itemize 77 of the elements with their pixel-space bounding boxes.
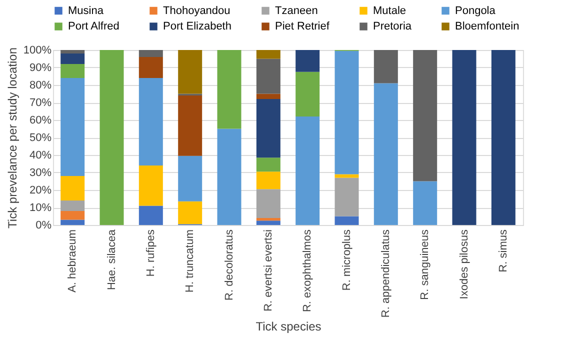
y-tick-label: 70% xyxy=(29,97,52,109)
bar xyxy=(138,206,163,225)
bar xyxy=(178,50,202,94)
y-tick-label: 10% xyxy=(29,202,52,214)
bar xyxy=(60,200,85,211)
bar xyxy=(60,176,85,200)
x-tick-label: R. evertsi evertsi xyxy=(262,230,274,312)
y-tick-label: 90% xyxy=(29,62,52,74)
y-axis-title: Tick prevelance per study location xyxy=(5,48,20,228)
y-tick-label: 40% xyxy=(29,150,52,162)
bar xyxy=(452,50,476,225)
x-tick-label: R. microplus xyxy=(340,229,353,291)
bar xyxy=(334,50,359,174)
bar xyxy=(256,172,280,190)
bar xyxy=(256,99,280,158)
legend-label: Pongola xyxy=(455,4,496,17)
y-tick-label: 60% xyxy=(29,114,52,126)
bar xyxy=(138,78,163,166)
bar xyxy=(413,50,438,182)
bar xyxy=(334,174,359,178)
bar xyxy=(296,50,320,72)
y-tick-label: 20% xyxy=(29,184,52,196)
bar xyxy=(100,50,124,225)
x-tick-label: R. appendiculatus xyxy=(380,229,392,318)
bar xyxy=(178,201,202,224)
bar xyxy=(491,50,516,225)
legend-label: Bloemfontein xyxy=(455,20,520,32)
x-tick-label: Ixodes pilosus xyxy=(458,229,470,300)
y-tick-label: 100% xyxy=(23,44,52,56)
legend-label: Port Alfred xyxy=(68,20,120,32)
x-tick-label: A. hebraeum xyxy=(66,230,79,292)
y-tick-label: 50% xyxy=(29,132,52,144)
bar xyxy=(138,166,163,206)
bar xyxy=(334,178,359,216)
bar xyxy=(138,57,163,78)
legend-label: Thohoyandou xyxy=(163,4,230,17)
x-tick-label: R. exophthalmos xyxy=(302,229,314,312)
y-tick-label: 0% xyxy=(36,220,52,232)
x-tick-label: R. sanguineus xyxy=(419,229,432,300)
bar xyxy=(296,116,320,225)
bar xyxy=(256,58,280,94)
bar xyxy=(60,54,85,64)
legend-label: Port Elizabeth xyxy=(163,20,232,32)
bar xyxy=(60,50,85,54)
bar xyxy=(60,220,85,225)
bar xyxy=(217,50,242,129)
bar xyxy=(334,216,359,225)
bar xyxy=(60,64,85,78)
legend-label: Piet Retrief xyxy=(275,20,330,32)
bar xyxy=(60,78,85,176)
x-tick-label: Hae. silacea xyxy=(106,228,118,290)
y-tick-label: 80% xyxy=(29,80,52,92)
bar xyxy=(178,156,202,202)
x-axis-title: Tick species xyxy=(256,320,322,334)
y-tick-label: 30% xyxy=(29,167,52,179)
x-tick-label: R. decoloratus xyxy=(223,229,236,300)
bar xyxy=(256,218,280,221)
legend-label: Tzaneen xyxy=(275,4,318,17)
bar xyxy=(256,94,280,99)
legend-label: Musina xyxy=(68,4,104,17)
bar xyxy=(374,83,398,225)
bar xyxy=(178,96,202,156)
bar xyxy=(374,50,398,84)
bar xyxy=(60,211,85,220)
bar xyxy=(413,181,438,225)
legend-label: Pretoria xyxy=(373,20,412,32)
bar xyxy=(256,220,280,225)
x-tick-label: R. simus xyxy=(497,229,510,272)
bar xyxy=(256,50,280,59)
x-tick-label: H. truncatum xyxy=(184,230,196,292)
x-tick-label: H. rufipes xyxy=(144,229,157,277)
bar xyxy=(256,158,280,172)
bar xyxy=(256,189,280,218)
bar xyxy=(217,128,242,225)
bar xyxy=(138,50,163,57)
legend-label: Mutale xyxy=(373,4,406,17)
bar xyxy=(296,72,320,116)
